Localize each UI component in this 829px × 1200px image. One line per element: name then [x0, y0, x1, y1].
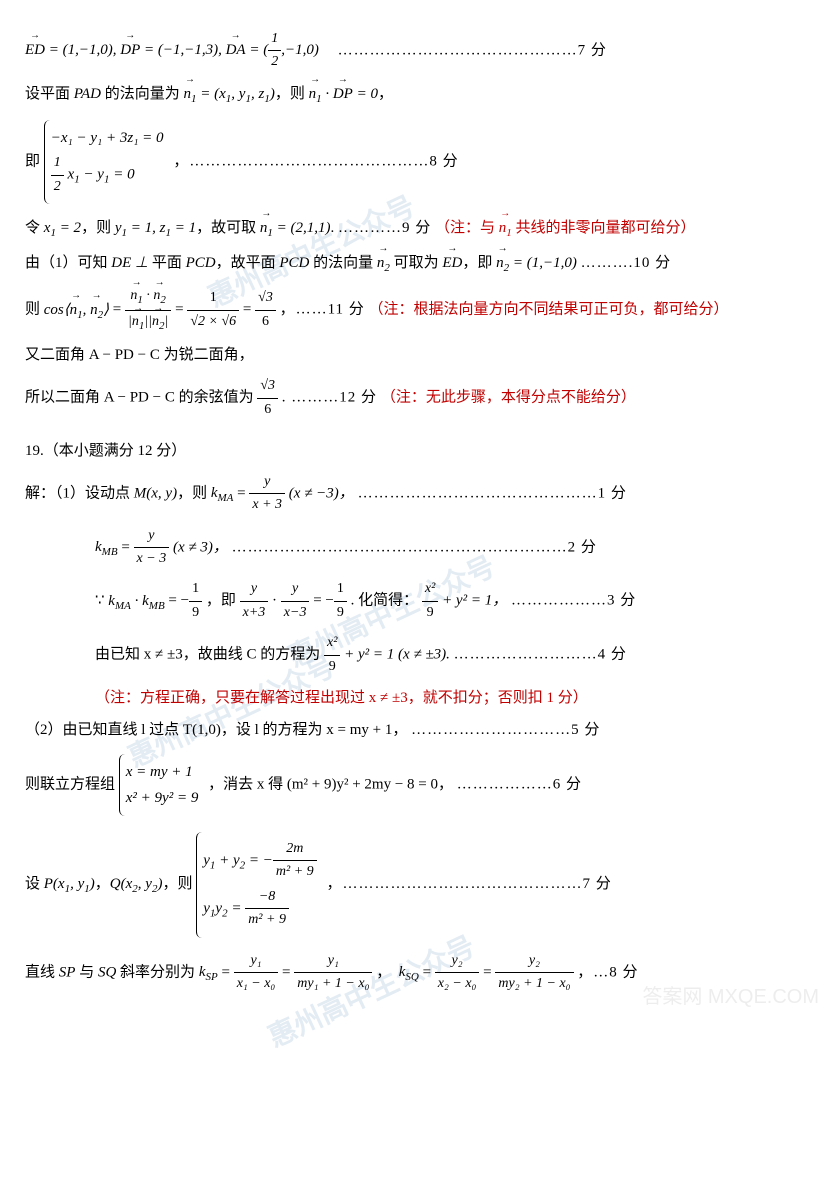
points-marker: ………………………………………1 分	[358, 485, 627, 501]
grading-note: （注：与 n1 共线的非零向量都可给分）	[435, 220, 696, 236]
solution-line: 令 x1 = 2，则 y1 = 1, z1 = 1，故可取 n1 = (2,1,…	[25, 216, 804, 243]
equation-row: −x₁ − y₁ + 3z₁ = 0	[51, 126, 164, 150]
grading-note: （注：根据法向量方向不同结果可正可负，都可给分）	[369, 302, 729, 318]
solution-line: 由（1）可知 DE ⊥ 平面 PCD，故平面 PCD 的法向量 n2 可取为 E…	[25, 251, 804, 278]
equation-system: 即 −x₁ − y₁ + 3z₁ = 0 12 x1 − y1 = 0 ，…………	[25, 116, 804, 208]
solution-line: 所以二面角 A − PD − C 的余弦值为 √36 . ………12 分 （注：…	[25, 375, 804, 421]
question-header: 19.（本小题满分 12 分）	[25, 439, 804, 463]
solution-line: ∵ kMA · kMB = −19 ，即 yx+3 · yx−3 = −19 .…	[25, 578, 804, 624]
solution-line: ED = (1,−1,0), DP = (−1,−1,3), DA = (12,…	[25, 28, 804, 74]
solution-line: 由已知 x ≠ ±3，故曲线 C 的方程为 x²9 + y² = 1 (x ≠ …	[25, 632, 804, 678]
points-marker: . ………12 分	[282, 389, 377, 405]
points-marker: ………………3 分	[511, 593, 636, 609]
grading-note: （注：无此步骤，本得分点不能给分）	[381, 389, 636, 405]
equation-row: y1y2 = −8m² + 9	[203, 886, 316, 932]
solution-line: kMB = yx − 3 (x ≠ 3)， …………………………………………………	[25, 525, 804, 571]
points-marker: ，………………………………………7 分	[326, 876, 611, 892]
points-marker: ，……11 分	[280, 302, 365, 318]
points-marker: …………………………5 分	[411, 722, 600, 738]
solution-line: 则 cos⟨n1, n2⟩ = n1 · n2|n1||n2| = 1√2 × …	[25, 285, 804, 335]
solution-line: （2）由已知直线 l 过点 T(1,0)，设 l 的方程为 x = my + 1…	[25, 718, 804, 742]
points-marker: ………………………4 分	[454, 647, 627, 663]
equation-row: x² + 9y² = 9	[126, 786, 199, 810]
solution-line: 则联立方程组 x = my + 1 x² + 9y² = 9 ，消去 x 得 (…	[25, 750, 804, 820]
equation-row: y1 + y2 = −2mm² + 9	[203, 838, 316, 884]
points-marker: ………………………………………………………2 分	[232, 539, 597, 555]
source-watermark: 答案网 MXQE.COM	[642, 981, 819, 1013]
equation-row: x = my + 1	[126, 760, 199, 784]
points-marker: ，………………………………………8 分	[173, 154, 458, 170]
solution-line: 解：（1）设动点 M(x, y)，则 kMA = yx + 3 (x ≠ −3)…	[25, 471, 804, 517]
points-marker: ………………6 分	[457, 776, 582, 792]
solution-line: 设 P(x1, y1)，Q(x2, y2)，则 y1 + y2 = −2mm² …	[25, 828, 804, 942]
points-marker: ………………………………………7 分	[338, 42, 607, 58]
points-marker: ，…8 分	[577, 964, 638, 980]
equation-row: 12 x1 − y1 = 0	[51, 152, 164, 198]
solution-line: 设平面 PAD 的法向量为 n1 = (x1, y1, z1)，则 n1 · D…	[25, 82, 804, 109]
grading-note: （注：方程正确，只要在解答过程出现过 x ≠ ±3，就不扣分；否则扣 1 分）	[25, 686, 804, 710]
solution-line: 又二面角 A − PD − C 为锐二面角，	[25, 343, 804, 367]
